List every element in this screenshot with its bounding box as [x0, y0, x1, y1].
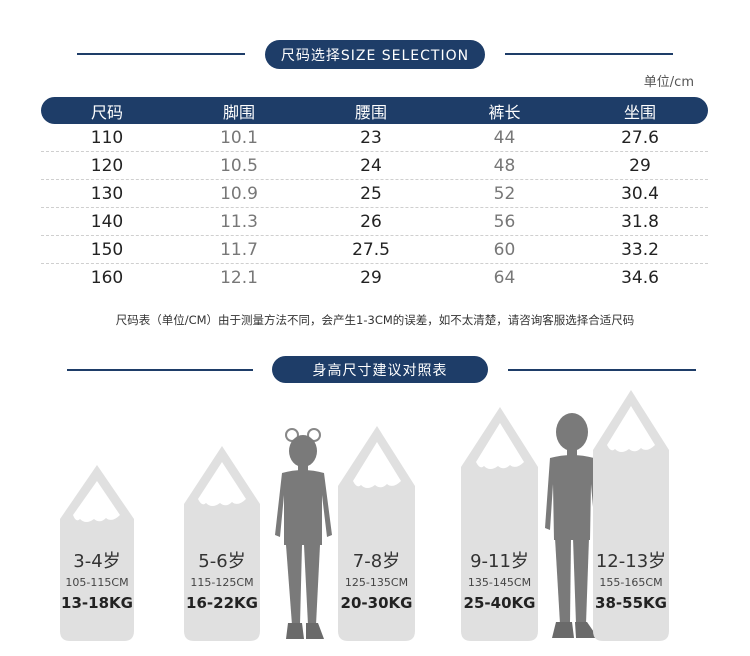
- table-row: 120 10.5 24 48 29: [41, 152, 708, 180]
- pencil-shape: [461, 407, 538, 641]
- table-row: 110 10.1 23 44 27.6: [41, 124, 708, 152]
- weight-range: 25-40KG: [463, 594, 536, 612]
- table-cell: 30.4: [621, 183, 659, 204]
- header-size: 尺码: [90, 102, 123, 122]
- table-cell: 120: [90, 155, 124, 176]
- size-table-body: 110 10.1 23 44 27.6 120 10.5 24 48 29 13…: [41, 124, 708, 292]
- height-range: 125-135CM: [344, 576, 409, 589]
- header-hip: 坐围: [623, 102, 656, 122]
- height-column: 3-4岁 105-115CM 13-18KG: [56, 463, 138, 643]
- height-range: 115-125CM: [190, 576, 254, 589]
- age-label: 5-6岁: [198, 551, 246, 572]
- table-cell: 34.6: [621, 268, 659, 288]
- height-column: 9-11岁 135-145CM 25-40KG: [457, 405, 542, 643]
- table-cell: 29: [360, 268, 382, 288]
- girl-silhouette-icon: [275, 428, 332, 639]
- pencil-shape: [338, 426, 415, 641]
- title-line-right: [505, 53, 673, 55]
- table-cell: 26: [360, 211, 382, 232]
- table-cell: 56: [493, 211, 516, 232]
- table-cell: 10.5: [220, 155, 258, 176]
- height-line-right: [508, 369, 696, 371]
- size-table-header: 尺码 脚围 腰围 裤长 坐围: [41, 97, 708, 124]
- table-cell: 60: [493, 239, 516, 260]
- table-cell: 24: [360, 155, 382, 176]
- height-line-left: [67, 369, 253, 371]
- header-waist: 腰围: [354, 102, 387, 122]
- table-cell: 48: [493, 155, 516, 176]
- table-cell: 52: [493, 183, 516, 204]
- table-cell: 10.9: [220, 183, 258, 204]
- table-cell: 31.8: [621, 211, 659, 232]
- height-range: 135-145CM: [467, 576, 532, 589]
- age-label: 3-4岁: [73, 551, 121, 572]
- height-chart-title: 身高尺寸建议对照表: [272, 356, 488, 383]
- size-note: 尺码表（单位/CM）由于测量方法不同，会产生1-3CM的误差，如不太清楚，请咨询…: [115, 313, 635, 327]
- age-label: 7-8岁: [352, 551, 401, 572]
- table-cell: 11.7: [220, 239, 258, 260]
- size-selection-title: 尺码选择SIZE SELECTION: [265, 40, 485, 69]
- header-length: 裤长: [488, 102, 521, 122]
- table-cell: 29: [629, 155, 651, 176]
- age-label: 12-13岁: [595, 551, 667, 572]
- header-foot: 脚围: [222, 102, 255, 122]
- table-cell: 150: [90, 239, 124, 260]
- table-cell: 27.5: [352, 239, 390, 260]
- weight-range: 13-18KG: [61, 594, 133, 612]
- table-row: 140 11.3 26 56 31.8: [41, 208, 708, 236]
- boy-silhouette-icon: [545, 413, 600, 638]
- title-line-left: [77, 53, 245, 55]
- table-cell: 25: [360, 183, 382, 204]
- age-label: 9-11岁: [470, 551, 529, 572]
- weight-range: 16-22KG: [186, 594, 258, 612]
- table-cell: 64: [493, 268, 516, 288]
- table-cell: 110: [90, 127, 124, 148]
- table-row: 160 12.1 29 64 34.6: [41, 264, 708, 292]
- table-cell: 130: [90, 183, 124, 204]
- table-row: 130 10.9 25 52 30.4: [41, 180, 708, 208]
- pencil-shape: [184, 446, 260, 641]
- height-range: 105-115CM: [65, 576, 129, 589]
- table-row: 150 11.7 27.5 60 33.2: [41, 236, 708, 264]
- weight-range: 38-55KG: [595, 594, 667, 612]
- weight-range: 20-30KG: [340, 594, 413, 612]
- height-column: 12-13岁 155-165CM 38-55KG: [589, 388, 673, 643]
- table-cell: 44: [493, 127, 516, 148]
- table-cell: 23: [360, 127, 382, 148]
- table-cell: 140: [90, 211, 124, 232]
- table-cell: 11.3: [220, 211, 258, 232]
- table-cell: 10.1: [220, 127, 258, 148]
- height-range: 155-165CM: [599, 576, 663, 589]
- pencil-shape: [60, 465, 134, 641]
- pencil-shape: [593, 390, 669, 641]
- unit-label: 单位/cm: [643, 75, 694, 90]
- height-column: 5-6岁 115-125CM 16-22KG: [180, 444, 264, 643]
- table-cell: 33.2: [621, 239, 659, 260]
- height-column: 7-8岁 125-135CM 20-30KG: [334, 424, 419, 643]
- table-cell: 160: [90, 268, 124, 288]
- table-cell: 27.6: [621, 127, 659, 148]
- table-cell: 12.1: [220, 268, 258, 288]
